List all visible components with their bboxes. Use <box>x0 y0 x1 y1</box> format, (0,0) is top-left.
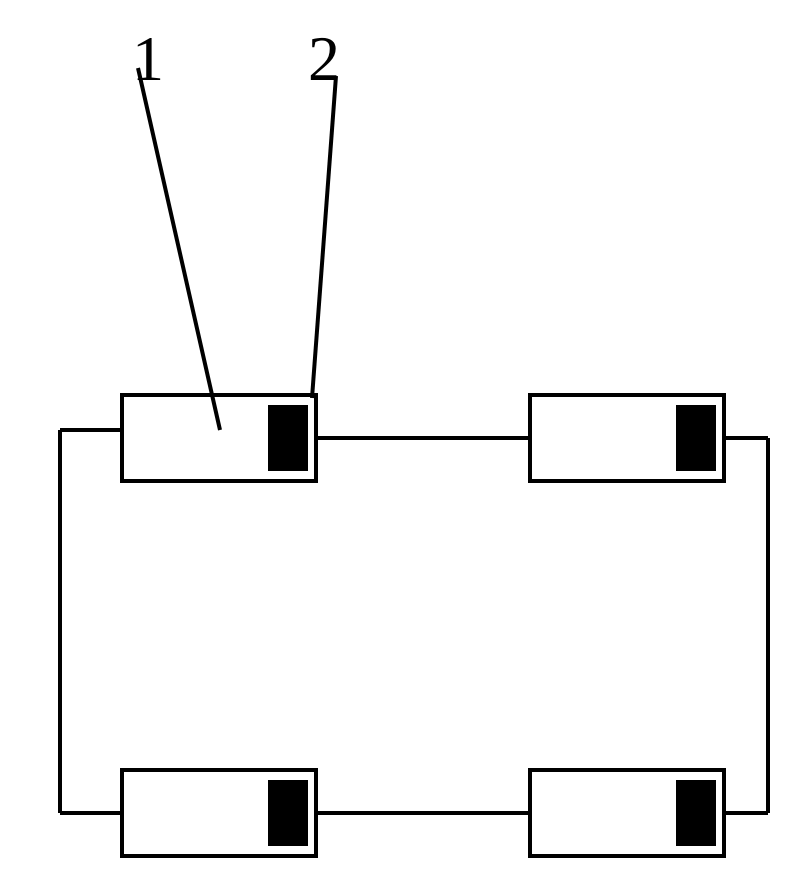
component-bottom-right-terminal <box>676 780 716 846</box>
label-1: 1 <box>132 23 164 94</box>
leader-line-2 <box>312 76 336 398</box>
leader-line-1 <box>138 68 220 430</box>
component-top-right-terminal <box>676 405 716 471</box>
component-bottom-left-terminal <box>268 780 308 846</box>
component-top-left-terminal <box>268 405 308 471</box>
label-2: 2 <box>308 23 340 94</box>
